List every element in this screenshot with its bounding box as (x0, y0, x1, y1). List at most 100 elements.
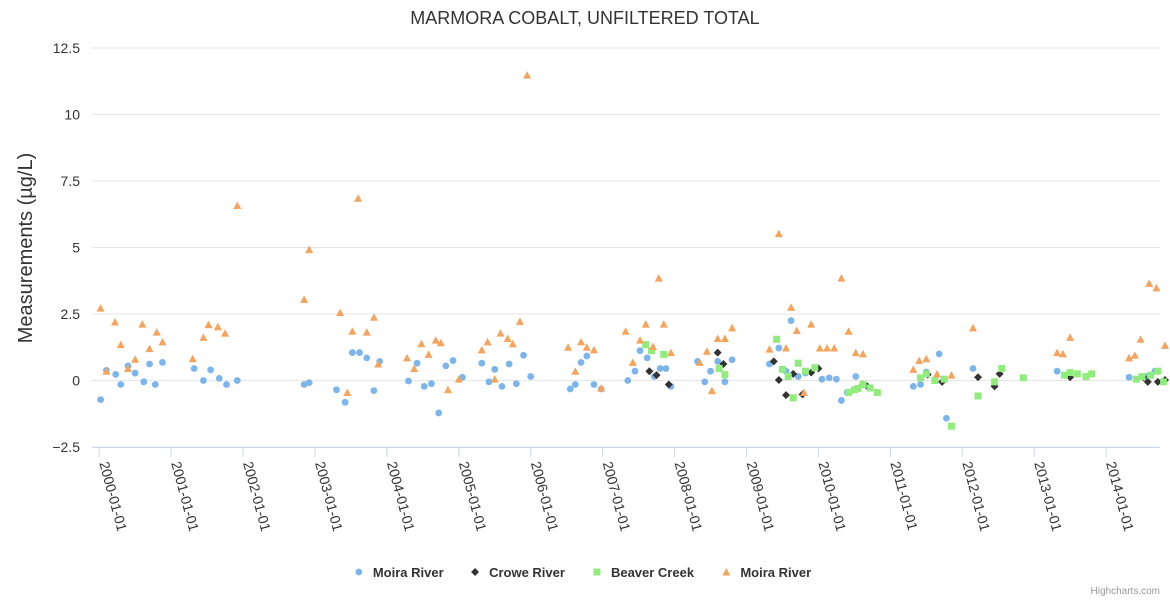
data-point[interactable] (152, 328, 161, 336)
data-point[interactable] (348, 327, 357, 335)
data-point[interactable] (343, 388, 352, 396)
data-point[interactable] (305, 245, 314, 254)
data-point[interactable] (215, 374, 223, 382)
data-point[interactable] (363, 354, 371, 362)
data-point[interactable] (362, 328, 371, 336)
data-point[interactable] (1066, 333, 1075, 341)
data-point[interactable] (213, 322, 222, 331)
data-point[interactable] (621, 327, 630, 335)
legend-item[interactable]: Crowe River (471, 565, 565, 580)
data-point[interactable] (523, 71, 532, 79)
data-point[interactable] (720, 334, 729, 342)
data-point[interactable] (571, 367, 580, 375)
data-point[interactable] (369, 313, 378, 321)
data-point[interactable] (794, 359, 802, 367)
legend-symbol[interactable] (722, 568, 731, 576)
data-point[interactable] (490, 375, 499, 383)
data-point[interactable] (116, 340, 125, 349)
data-point[interactable] (405, 377, 412, 385)
data-point[interactable] (436, 338, 445, 347)
data-point[interactable] (701, 378, 709, 386)
data-point[interactable] (931, 377, 939, 384)
data-point[interactable] (515, 317, 524, 325)
data-point[interactable] (769, 357, 778, 366)
data-point[interactable] (131, 369, 139, 377)
data-point[interactable] (188, 354, 197, 363)
data-point[interactable] (845, 388, 853, 396)
data-point[interactable] (648, 342, 657, 350)
data-point[interactable] (597, 383, 606, 392)
data-point[interactable] (403, 353, 412, 362)
data-point[interactable] (1125, 353, 1134, 362)
data-point[interactable] (485, 378, 493, 386)
data-point[interactable] (800, 388, 808, 396)
data-point[interactable] (664, 380, 673, 389)
data-point[interactable] (199, 333, 208, 341)
data-point[interactable] (765, 345, 774, 353)
data-point[interactable] (943, 414, 950, 422)
data-point[interactable] (832, 375, 840, 383)
data-point[interactable] (974, 373, 983, 382)
data-point[interactable] (1136, 335, 1145, 343)
data-point[interactable] (728, 323, 737, 332)
data-point[interactable] (662, 365, 670, 372)
data-point[interactable] (787, 303, 796, 311)
data-point[interactable] (1130, 351, 1139, 359)
data-point[interactable] (1152, 283, 1161, 292)
data-point[interactable] (496, 329, 505, 337)
data-point[interactable] (850, 386, 858, 394)
data-point[interactable] (520, 351, 527, 359)
data-point[interactable] (449, 357, 457, 364)
data-point[interactable] (823, 344, 832, 352)
data-point[interactable] (117, 381, 125, 388)
data-point[interactable] (146, 360, 153, 368)
data-point[interactable] (204, 320, 213, 329)
data-point[interactable] (505, 360, 513, 368)
data-point[interactable] (1161, 341, 1170, 349)
data-point[interactable] (940, 375, 948, 383)
data-point[interactable] (1143, 377, 1152, 386)
data-point[interactable] (123, 364, 132, 373)
data-point[interactable] (854, 384, 862, 392)
data-point[interactable] (815, 344, 824, 352)
data-point[interactable] (478, 359, 486, 367)
data-point[interactable] (145, 344, 154, 353)
data-point[interactable] (858, 349, 867, 358)
data-point[interactable] (631, 367, 639, 375)
data-point[interactable] (1082, 373, 1090, 381)
data-point[interactable] (728, 356, 736, 364)
data-point[interactable] (97, 396, 105, 404)
data-point[interactable] (782, 391, 791, 400)
data-point[interactable] (140, 378, 148, 386)
data-point[interactable] (1060, 371, 1068, 379)
data-point[interactable] (844, 327, 853, 335)
data-point[interactable] (1154, 367, 1162, 375)
data-point[interactable] (974, 392, 982, 400)
data-point[interactable] (348, 349, 356, 356)
data-point[interactable] (666, 348, 675, 357)
data-point[interactable] (830, 344, 839, 352)
data-point[interactable] (589, 345, 598, 354)
data-point[interactable] (454, 375, 463, 383)
data-point[interactable] (789, 394, 797, 402)
data-point[interactable] (483, 337, 492, 346)
data-point[interactable] (773, 335, 781, 343)
data-point[interactable] (909, 365, 918, 373)
data-point[interactable] (825, 374, 833, 382)
data-point[interactable] (656, 365, 664, 372)
data-point[interactable] (428, 380, 435, 388)
data-point[interactable] (714, 357, 722, 365)
data-point[interactable] (935, 350, 943, 358)
data-point[interactable] (498, 382, 506, 390)
data-point[interactable] (1145, 279, 1154, 287)
data-point[interactable] (947, 422, 955, 430)
data-point[interactable] (1073, 370, 1081, 378)
data-point[interactable] (207, 366, 215, 374)
data-point[interactable] (909, 382, 917, 390)
data-point[interactable] (991, 378, 999, 386)
data-point[interactable] (852, 373, 860, 380)
data-point[interactable] (654, 274, 663, 282)
data-point[interactable] (112, 370, 120, 378)
data-point[interactable] (1125, 373, 1133, 381)
data-point[interactable] (417, 339, 426, 348)
